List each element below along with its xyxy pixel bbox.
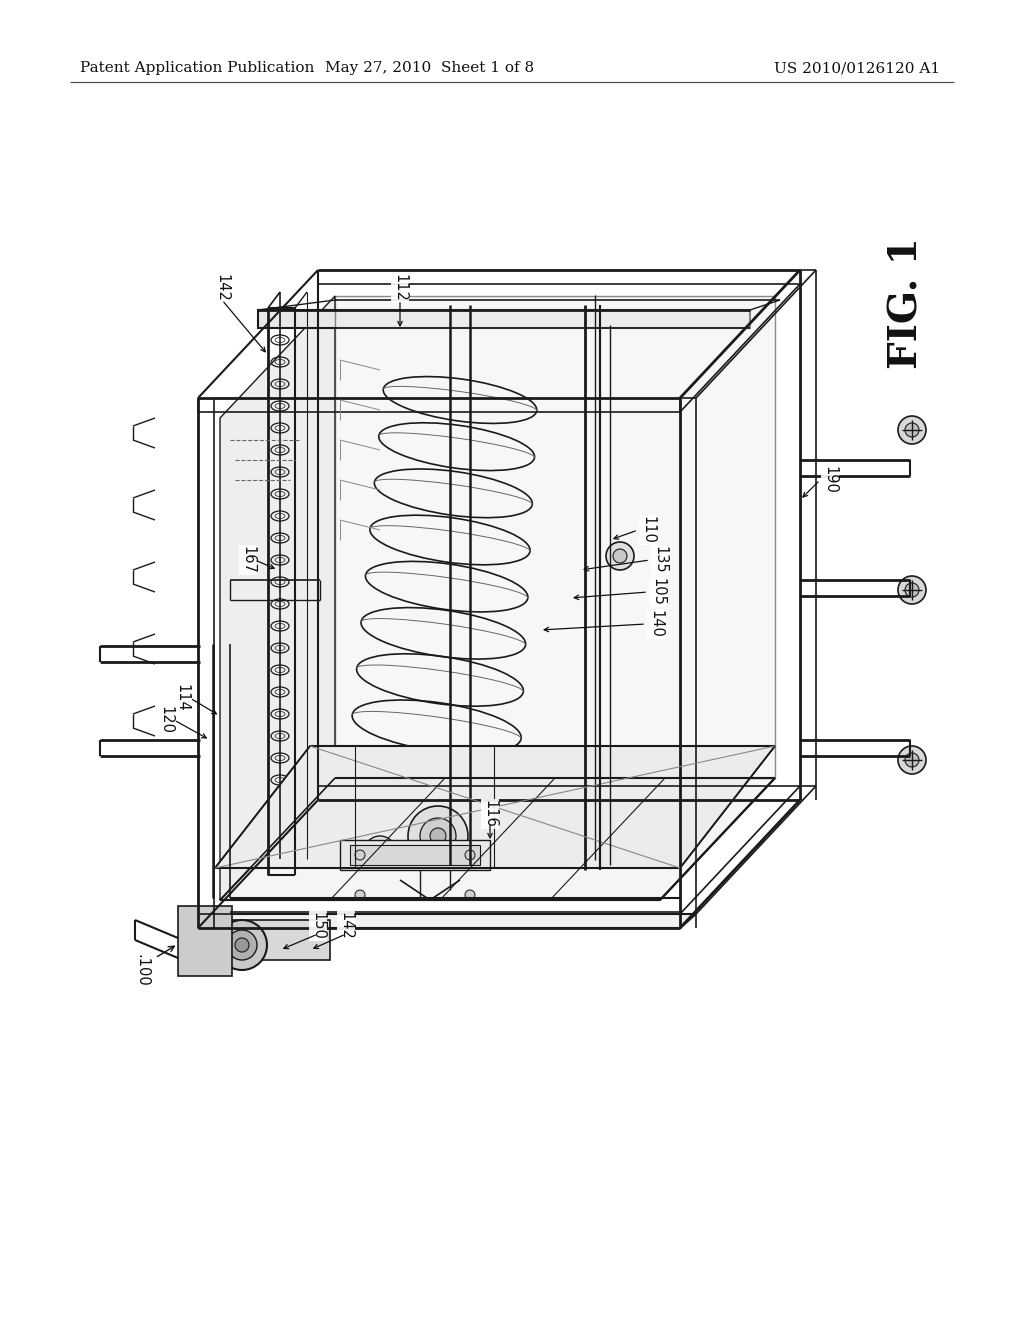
Polygon shape	[350, 845, 480, 865]
Text: Patent Application Publication: Patent Application Publication	[80, 61, 314, 75]
Text: 114: 114	[174, 684, 189, 711]
Circle shape	[465, 850, 475, 861]
Text: 167: 167	[241, 546, 256, 574]
Polygon shape	[335, 296, 775, 777]
Text: 110: 110	[640, 516, 655, 544]
Text: 140: 140	[648, 610, 664, 638]
Polygon shape	[220, 296, 335, 900]
Text: 135: 135	[652, 546, 668, 574]
Polygon shape	[200, 920, 330, 960]
Text: 112: 112	[392, 275, 408, 302]
Circle shape	[898, 416, 926, 444]
Polygon shape	[220, 777, 775, 900]
Circle shape	[898, 746, 926, 774]
Circle shape	[227, 931, 257, 960]
Text: May 27, 2010  Sheet 1 of 8: May 27, 2010 Sheet 1 of 8	[326, 61, 535, 75]
Text: 120: 120	[159, 706, 173, 734]
Circle shape	[355, 850, 365, 861]
Text: 150: 150	[310, 912, 326, 940]
Circle shape	[364, 836, 396, 869]
Polygon shape	[178, 906, 232, 975]
Circle shape	[420, 818, 456, 854]
Circle shape	[408, 807, 468, 866]
Circle shape	[372, 843, 388, 861]
Circle shape	[217, 920, 267, 970]
Circle shape	[905, 422, 919, 437]
Text: FIG. 1: FIG. 1	[887, 238, 926, 370]
Text: 142: 142	[214, 275, 229, 302]
Text: .100: .100	[134, 953, 150, 986]
Circle shape	[905, 752, 919, 767]
Polygon shape	[258, 310, 750, 327]
Circle shape	[898, 576, 926, 605]
Circle shape	[430, 828, 446, 843]
Polygon shape	[215, 746, 775, 869]
Text: 190: 190	[822, 466, 838, 494]
Circle shape	[465, 890, 475, 900]
Circle shape	[905, 583, 919, 597]
Text: 142: 142	[339, 912, 353, 940]
Circle shape	[613, 549, 627, 564]
Circle shape	[606, 543, 634, 570]
Polygon shape	[340, 840, 490, 870]
Circle shape	[234, 939, 249, 952]
Text: 105: 105	[650, 578, 666, 606]
Circle shape	[355, 890, 365, 900]
Polygon shape	[198, 913, 696, 928]
Text: 116: 116	[482, 800, 498, 828]
Text: US 2010/0126120 A1: US 2010/0126120 A1	[774, 61, 940, 75]
